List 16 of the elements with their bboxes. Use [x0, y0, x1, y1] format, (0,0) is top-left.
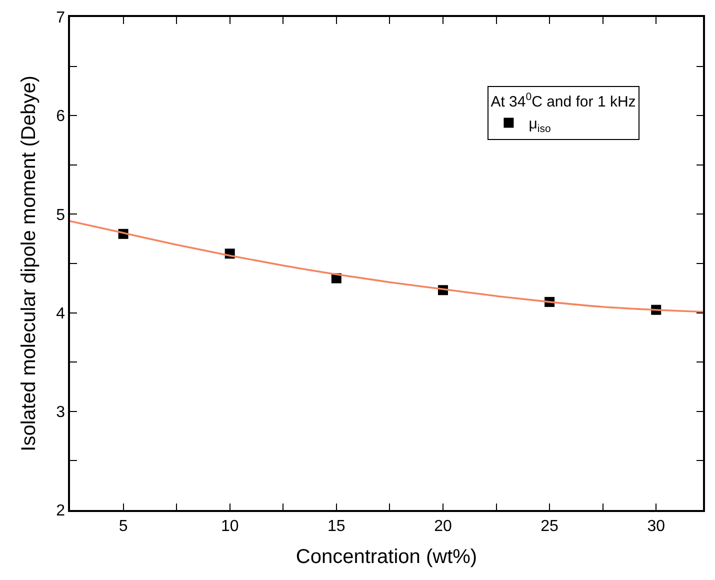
legend-title: At 34$^{0}$C and for 1 kHz	[490, 91, 636, 111]
y-tick-label: 3	[56, 404, 66, 421]
y-tick-label: 5	[56, 206, 66, 224]
x-tick-label: 30	[647, 518, 666, 535]
x-tick-label: 5	[118, 518, 128, 535]
x-tick-label: 20	[434, 518, 452, 535]
y-tick-label: 2	[56, 502, 66, 520]
x-tick-label: 25	[540, 518, 559, 535]
x-tick-label: 15	[328, 518, 346, 535]
y-axis-title: Isolated molecular dipole moment (Debye)	[18, 76, 40, 452]
x-tick-label: 10	[220, 518, 239, 535]
x-axis-title: Concentration (wt%)	[296, 546, 478, 568]
y-tick-label: 6	[56, 108, 66, 126]
y-tick-label: 4	[56, 305, 66, 322]
y-tick-label: 7	[56, 10, 66, 27]
legend-label: μ$_{iso}$	[528, 116, 551, 135]
